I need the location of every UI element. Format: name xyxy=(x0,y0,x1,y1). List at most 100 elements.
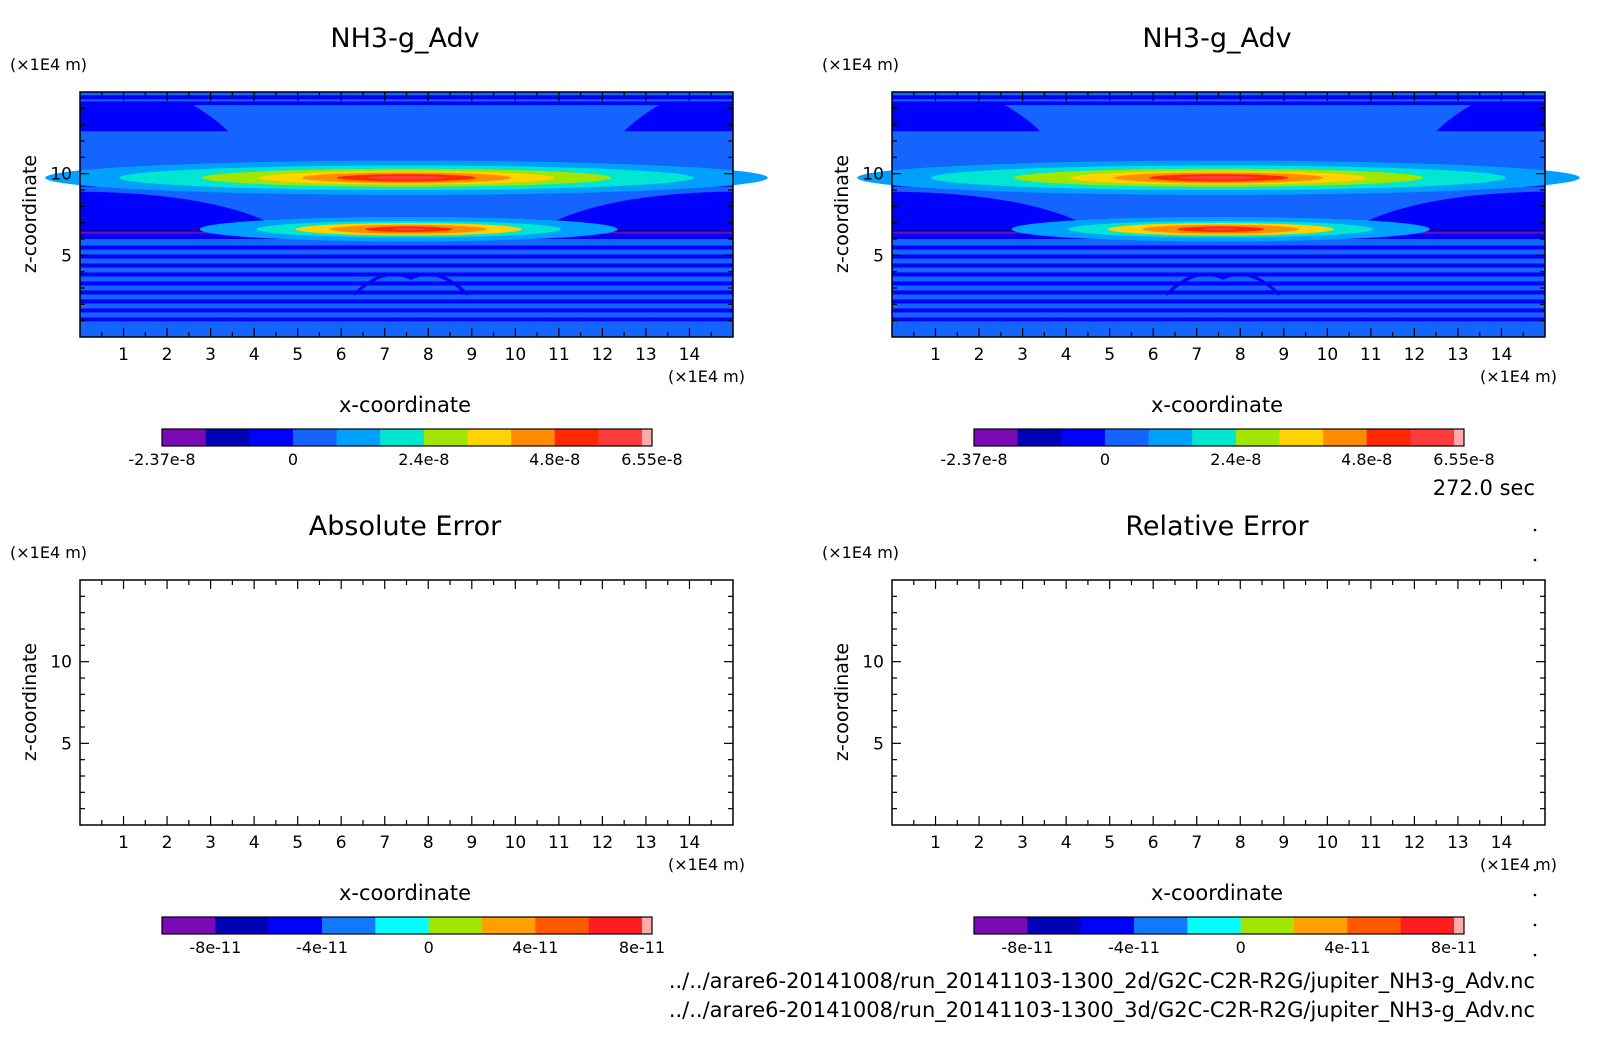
colorbar-swatch xyxy=(1080,917,1135,934)
colorbar-swatch xyxy=(1148,429,1193,446)
colorbar-swatch xyxy=(205,429,250,446)
x-tick-label: 3 xyxy=(205,345,216,365)
plot-frame xyxy=(891,579,1546,826)
colorbar-swatch xyxy=(1323,429,1368,446)
colorbar-label: 4e-11 xyxy=(512,938,558,957)
x-tick-label: 1 xyxy=(930,345,941,365)
colorbar-label: 8e-11 xyxy=(619,938,665,957)
colorbar: -8e-11 -4e-11 0 4e-11 8e-11 xyxy=(973,916,1477,957)
colorbar-label: -2.37e-8 xyxy=(128,450,195,469)
colorbar-swatch xyxy=(1366,429,1411,446)
x-tick-label: 14 xyxy=(679,345,701,365)
colorbar-swatch xyxy=(974,917,1028,934)
x-tick-label: 9 xyxy=(466,833,477,853)
file-path-2: ../../arare6-20141008/run_20141103-1300_… xyxy=(669,998,1535,1023)
colorbar-swatch xyxy=(588,917,643,934)
x-axis-label: x-coordinate xyxy=(1151,393,1283,417)
x-tick-label: 7 xyxy=(1191,833,1202,853)
x-tick-label: 9 xyxy=(466,345,477,365)
x-tick-label: 11 xyxy=(1360,833,1382,853)
colorbar-label: 6.55e-8 xyxy=(1433,450,1494,469)
colorbar-swatch xyxy=(1454,429,1465,446)
x-tick-label: 13 xyxy=(635,833,657,853)
x-tick-label: 11 xyxy=(548,345,570,365)
x-tick-label: 6 xyxy=(336,833,347,853)
x-tick-label: 6 xyxy=(1148,345,1159,365)
colorbar-label: 4.8e-8 xyxy=(529,450,580,469)
colorbar-label: 2.4e-8 xyxy=(1210,450,1261,469)
colorbar-swatch xyxy=(428,917,483,934)
x-tick-label: 13 xyxy=(1447,833,1469,853)
x-tick-label: 14 xyxy=(1491,833,1513,853)
x-axis-label: x-coordinate xyxy=(339,393,471,417)
colorbar-label: -8e-11 xyxy=(189,938,241,957)
colorbar-swatch xyxy=(162,429,207,446)
colorbar-swatch xyxy=(1027,917,1082,934)
x-tick-label: 5 xyxy=(292,345,303,365)
x-tick-label: 3 xyxy=(1017,833,1028,853)
colorbar-swatch xyxy=(162,917,216,934)
x-unit-label: (×1E4 m) xyxy=(1480,367,1557,386)
colorbar-swatch xyxy=(423,429,468,446)
x-unit-label: (×1E4 m) xyxy=(668,367,745,386)
x-tick-label: 4 xyxy=(1061,345,1072,365)
x-tick-label: 10 xyxy=(1317,833,1339,853)
x-tick-label: 1 xyxy=(118,833,129,853)
colorbar-swatch xyxy=(974,429,1019,446)
colorbar-swatch xyxy=(1400,917,1455,934)
y-tick-label: 10 xyxy=(50,653,72,673)
y-unit-label: (×1E4 m) xyxy=(10,543,87,562)
x-tick-label: 11 xyxy=(548,833,570,853)
x-tick-label: 3 xyxy=(205,833,216,853)
colorbar-swatch xyxy=(511,429,556,446)
x-tick-label: 7 xyxy=(379,345,390,365)
colorbar-swatch xyxy=(1187,917,1242,934)
plot-frame xyxy=(79,579,734,826)
x-unit-label: (×1E4 m) xyxy=(668,855,745,874)
x-tick-label: 4 xyxy=(249,833,260,853)
x-tick-label: 10 xyxy=(505,345,527,365)
y-tick-label: 10 xyxy=(862,653,884,673)
y-axis-label: z-coordinate xyxy=(19,155,41,273)
colorbar-swatch xyxy=(1294,917,1348,934)
chart-title: Absolute Error xyxy=(309,511,502,542)
x-tick-label: 2 xyxy=(162,833,173,853)
colorbar-swatch xyxy=(380,429,425,446)
colorbar-swatch xyxy=(1347,917,1402,934)
colorbar-label: 0 xyxy=(1236,938,1246,957)
colorbar-swatch xyxy=(322,917,376,934)
colorbar-label: -4e-11 xyxy=(296,938,348,957)
colorbar: -2.37e-8 0 2.4e-8 4.8e-8 6.55e-8 xyxy=(940,428,1495,469)
y-tick-label: 5 xyxy=(61,734,72,754)
y-tick-label: 10 xyxy=(50,165,72,185)
x-tick-label: 11 xyxy=(1360,345,1382,365)
x-unit-label: (×1E4 m) xyxy=(1480,855,1557,874)
chart-title: Relative Error xyxy=(1125,511,1309,542)
colorbar-swatch xyxy=(598,429,643,446)
x-tick-label: 8 xyxy=(423,345,434,365)
heatmap-field xyxy=(45,92,768,337)
x-tick-label: 1 xyxy=(118,345,129,365)
colorbar-label: 6.55e-8 xyxy=(621,450,682,469)
y-unit-label: (×1E4 m) xyxy=(822,543,899,562)
panel-2: NH3-g_Adv (×1E4 m) (×1E4 m) x-coordinate z-c… xyxy=(822,23,1580,469)
y-axis-label: z-coordinate xyxy=(831,155,853,273)
x-tick-label: 13 xyxy=(1447,345,1469,365)
colorbar-swatch xyxy=(1134,917,1188,934)
colorbar-swatch xyxy=(535,917,590,934)
colorbar-swatch xyxy=(1061,429,1106,446)
colorbar-label: 0 xyxy=(288,450,298,469)
colorbar: -8e-11 -4e-11 0 4e-11 8e-11 xyxy=(161,916,665,957)
colorbar-swatch xyxy=(1017,429,1062,446)
colorbar-swatch xyxy=(375,917,430,934)
timestamp-label: 272.0 sec xyxy=(1433,476,1535,500)
colorbar-swatch xyxy=(268,917,323,934)
x-tick-label: 14 xyxy=(679,833,701,853)
x-tick-label: 4 xyxy=(1061,833,1072,853)
chart-title: NH3-g_Adv xyxy=(1142,23,1291,54)
x-tick-label: 9 xyxy=(1278,833,1289,853)
x-tick-label: 14 xyxy=(1491,345,1513,365)
colorbar-label: 4e-11 xyxy=(1324,938,1370,957)
colorbar-label: 8e-11 xyxy=(1431,938,1477,957)
colorbar-swatch xyxy=(482,917,536,934)
